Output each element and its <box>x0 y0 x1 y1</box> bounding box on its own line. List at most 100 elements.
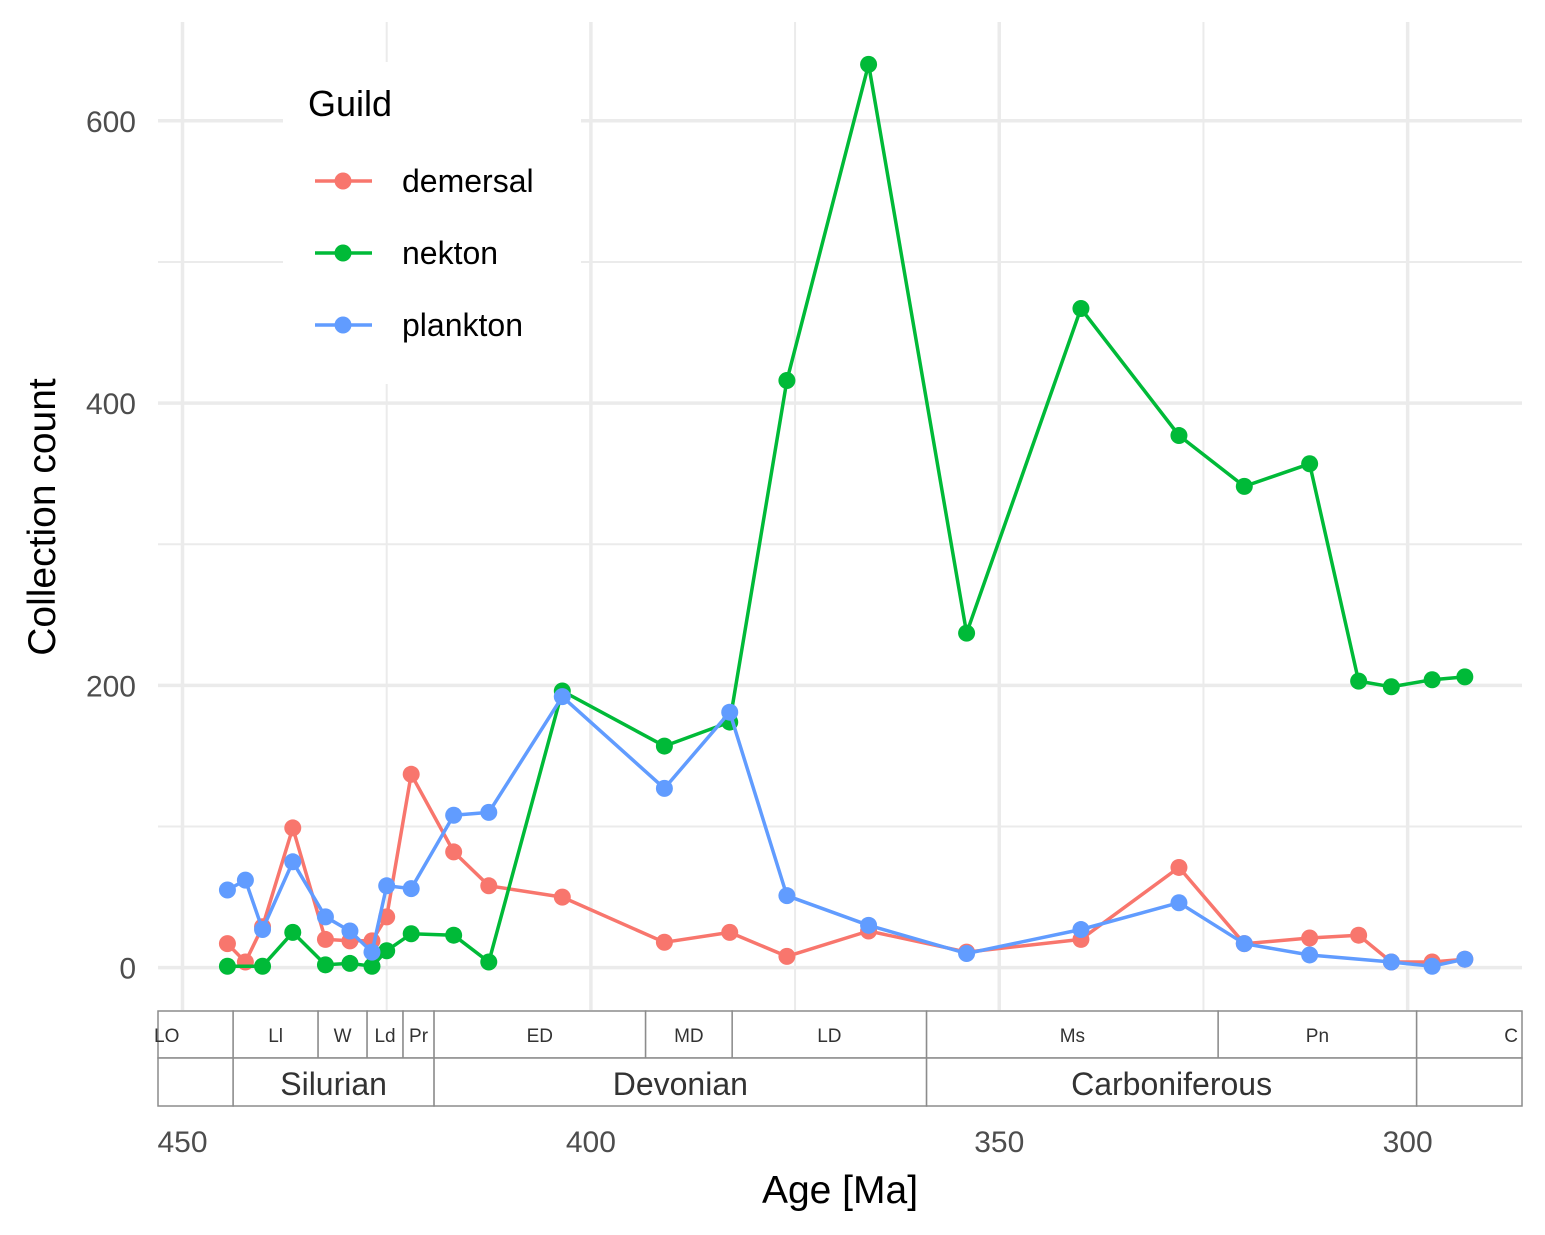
data-point-plankton <box>316 908 334 926</box>
data-point-nekton <box>958 624 976 642</box>
data-point-plankton <box>778 887 796 905</box>
data-point-demersal <box>480 877 498 895</box>
data-point-demersal <box>553 888 571 906</box>
data-point-demersal <box>284 819 302 837</box>
grid <box>158 22 1522 1010</box>
data-point-demersal <box>1350 926 1368 944</box>
data-point-plankton <box>553 688 571 706</box>
legend-key-point <box>334 244 352 262</box>
x-tick-label: 400 <box>566 1126 616 1159</box>
data-point-plankton <box>218 881 236 899</box>
data-point-plankton <box>480 803 498 821</box>
x-tick-label: 350 <box>974 1126 1024 1159</box>
data-point-plankton <box>254 921 272 939</box>
data-point-nekton <box>378 942 396 960</box>
series-lines <box>218 55 1474 975</box>
data-point-plankton <box>1301 946 1319 964</box>
legend-item-plankton: plankton <box>315 307 523 343</box>
legend: Guild demersal nekton plankton <box>283 62 581 384</box>
epoch-label: Pr <box>409 1026 429 1047</box>
data-point-nekton <box>655 737 673 755</box>
data-point-nekton <box>1072 300 1090 318</box>
data-point-nekton <box>1235 477 1253 495</box>
data-point-nekton <box>363 957 381 975</box>
data-point-demersal <box>778 947 796 965</box>
legend-background <box>283 62 581 384</box>
data-point-plankton <box>236 871 254 889</box>
epoch-label: C <box>1504 1026 1518 1047</box>
data-point-plankton <box>655 779 673 797</box>
legend-label: nekton <box>402 235 498 271</box>
x-axis: 450 400 350 300 <box>157 1126 1432 1159</box>
data-point-nekton <box>402 925 420 943</box>
data-point-plankton <box>402 880 420 898</box>
epoch-label: Ms <box>1060 1026 1085 1047</box>
epoch-label: ED <box>527 1026 553 1047</box>
legend-item-demersal: demersal <box>315 163 534 199</box>
epoch-label: LD <box>817 1026 841 1047</box>
legend-label: demersal <box>402 163 534 199</box>
data-point-plankton <box>445 806 463 824</box>
data-point-plankton <box>1072 921 1090 939</box>
data-point-nekton <box>778 372 796 390</box>
period-label: Devonian <box>613 1066 748 1102</box>
data-point-demersal <box>218 935 236 953</box>
data-point-nekton <box>1382 678 1400 696</box>
epoch-box <box>1415 1010 1523 1059</box>
legend-title: Guild <box>308 83 392 124</box>
data-point-nekton <box>254 957 272 975</box>
y-axis: 0 200 400 600 <box>86 106 136 986</box>
data-point-demersal <box>1170 858 1188 876</box>
data-point-plankton <box>1235 935 1253 953</box>
legend-label: plankton <box>402 307 523 343</box>
y-axis-title: Collection count <box>21 378 64 656</box>
time-scale: LO Ll W Ld Pr ED MD LD Ms Pn C Silurian Devonian Carb… <box>154 1010 1523 1107</box>
data-point-plankton <box>1456 950 1474 968</box>
data-point-plankton <box>860 916 878 934</box>
data-point-plankton <box>958 945 976 963</box>
epoch-label: LO <box>154 1026 179 1047</box>
period-box <box>157 1057 234 1107</box>
data-point-plankton <box>1382 953 1400 971</box>
data-point-plankton <box>378 877 396 895</box>
data-point-demersal <box>445 843 463 861</box>
data-point-nekton <box>445 926 463 944</box>
legend-item-nekton: nekton <box>315 235 498 271</box>
x-tick-label: 300 <box>1383 1126 1433 1159</box>
data-point-nekton <box>316 956 334 974</box>
data-point-plankton <box>341 922 359 940</box>
x-tick-label: 450 <box>157 1126 207 1159</box>
data-point-plankton <box>363 943 381 961</box>
epoch-box <box>366 1010 404 1059</box>
period-label: Carboniferous <box>1071 1066 1272 1102</box>
period-box <box>925 1057 1418 1107</box>
epoch-box <box>731 1010 928 1059</box>
data-point-demersal <box>236 953 254 971</box>
data-point-nekton <box>1350 672 1368 690</box>
data-point-nekton <box>284 923 302 941</box>
epoch-label: Pn <box>1306 1026 1329 1047</box>
epoch-label: W <box>334 1026 352 1047</box>
series-line-plankton <box>226 694 1466 968</box>
data-point-plankton <box>284 853 302 871</box>
data-point-nekton <box>341 954 359 972</box>
epoch-label: MD <box>674 1026 704 1047</box>
y-tick-label: 400 <box>86 388 136 421</box>
data-point-demersal <box>721 923 739 941</box>
period-box <box>1415 1057 1523 1107</box>
y-tick-label: 600 <box>86 106 136 139</box>
y-tick-label: 0 <box>119 953 136 986</box>
data-point-demersal <box>402 765 420 783</box>
data-point-demersal <box>1301 929 1319 947</box>
data-point-nekton <box>1301 455 1319 473</box>
data-point-nekton <box>1170 427 1188 445</box>
legend-key-point <box>334 316 352 334</box>
data-point-nekton <box>860 55 878 73</box>
data-point-nekton <box>480 953 498 971</box>
x-axis-title: Age [Ma] <box>762 1169 918 1212</box>
legend-key-point <box>334 172 352 190</box>
data-point-plankton <box>1423 957 1441 975</box>
data-point-nekton <box>1423 671 1441 689</box>
epoch-box <box>1217 1010 1418 1059</box>
